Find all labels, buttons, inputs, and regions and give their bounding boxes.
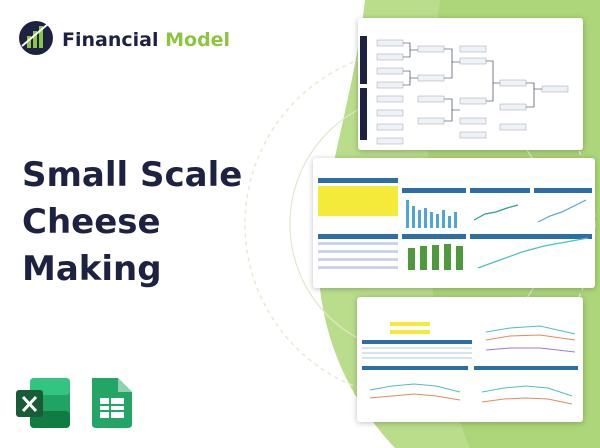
logo-text: Financial Model — [62, 29, 230, 51]
screenshot-card — [313, 158, 595, 288]
title-line: Cheese — [22, 202, 161, 242]
logo — [19, 21, 53, 55]
screenshot-card — [358, 18, 583, 150]
title-line: Making — [22, 249, 162, 289]
sheets-icon — [92, 378, 132, 428]
title-line: Small Scale — [22, 155, 242, 195]
screenshot-card — [357, 297, 583, 422]
brand-first: Financial — [62, 29, 158, 51]
brand-second: Model — [165, 29, 230, 51]
excel-icon — [16, 378, 70, 428]
